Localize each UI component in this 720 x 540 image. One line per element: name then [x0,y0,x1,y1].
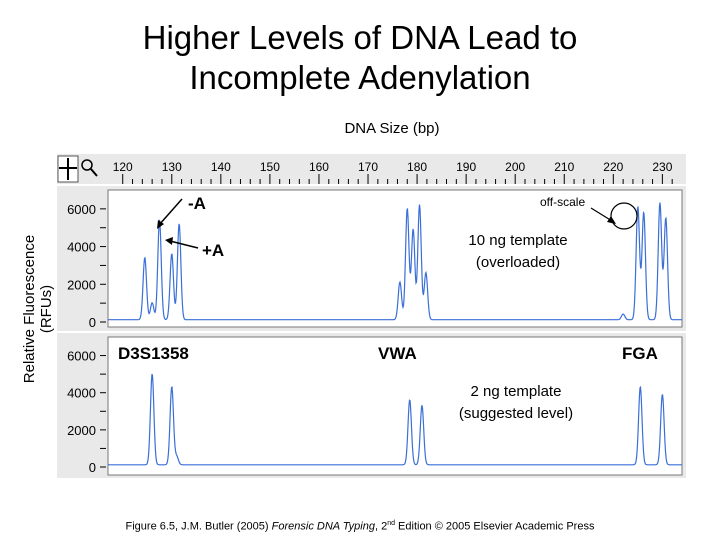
y-tick-label: 0 [89,315,96,330]
peak-point [144,256,146,258]
y-tick-label: 4000 [67,386,96,401]
panel-2-note-line-1: 2 ng template [471,383,562,400]
peak-point [622,313,624,315]
title-line-2: Incomplete Adenylation [189,59,531,96]
figure-caption: Figure 6.5, J.M. Butler (2005) Forensic … [0,520,720,533]
caption-prefix: Figure 6.5, J.M. Butler (2005) [125,520,272,533]
x-tick-label: 200 [505,160,525,174]
y-axis-ticks-panel-1: 0 2000 4000 6000 [67,202,106,330]
y-axis-ticks-panel-2: 0 2000 4000 6000 [67,349,106,475]
x-tick-label: 210 [554,160,574,174]
off-scale-arrow [590,207,613,222]
trace-panel-2 [108,373,682,466]
peak-point [151,373,153,375]
x-tick-label: 150 [260,160,280,174]
peak-point [418,204,420,206]
caption-mid: , 2 [374,520,388,533]
peak-point [661,393,663,395]
peak-point [643,211,645,213]
off-scale-label: off-scale [540,195,585,209]
peak-point [659,202,661,204]
plus-a-arrowhead [165,237,173,245]
x-axis-ticks: 120 130 140 150 160 170 180 190 200 210 220 230 [113,160,673,184]
plot-area-1 [107,189,683,328]
y-tick-label: 0 [89,460,96,475]
chart-title: Higher Levels of DNA Lead to Incomplete … [0,18,720,98]
x-tick-label: 120 [113,160,133,174]
peak-point [399,281,401,283]
peak-point [421,404,423,406]
marker-label-d3s1358: D3S1358 [118,344,189,363]
peak-point [151,302,153,304]
x-tick-label: 170 [358,160,378,174]
marker-label-vwa: VWA [378,344,417,363]
plus-a-arrow [169,240,199,249]
title-line-1: Higher Levels of DNA Lead to [142,19,578,56]
peak-point [412,228,414,230]
caption-book-title: Forensic DNA Typing [271,520,375,533]
marker-label-fga: FGA [622,344,658,363]
y-tick-label: 6000 [67,349,96,364]
peak-point [178,222,180,224]
panel-2-note-line-2: (suggested level) [459,405,573,422]
x-tick-label: 160 [309,160,329,174]
peak-point [171,386,173,388]
peak-point [406,207,408,209]
y-tick-label: 6000 [67,202,96,217]
minus-a-arrowhead [157,220,164,229]
x-tick-label: 230 [652,160,672,174]
peak-point [425,271,427,273]
plus-a-label: +A [202,241,224,260]
x-tick-label: 180 [407,160,427,174]
off-scale-circle [610,202,638,230]
x-tick-label: 130 [162,160,182,174]
crosshair-icon[interactable] [57,155,79,183]
x-tick-label: 140 [211,160,231,174]
trace-panel-1 [108,202,682,321]
panel-1-note-line-2: (overloaded) [476,254,560,271]
minus-a-label: -A [188,194,206,213]
plot-area-2 [107,336,683,476]
magnifier-icon[interactable] [81,159,98,177]
peak-point [665,217,667,219]
x-axis-label: DNA Size (bp) [344,120,440,137]
minus-a-arrow [158,198,183,226]
peak-point [175,455,177,457]
x-tick-label: 190 [456,160,476,174]
peak-point [409,399,411,401]
x-tick-label: 220 [603,160,623,174]
caption-sup: nd [387,520,395,527]
caption-suffix: Edition © 2005 Elsevier Academic Press [394,520,595,533]
peak-point [171,253,173,255]
peak-point [639,386,641,388]
y-tick-label: 2000 [67,277,96,292]
y-tick-label: 4000 [67,240,96,255]
peak-point [637,205,639,207]
y-tick-label: 2000 [67,423,96,438]
panel-1-note-line-1: 10 ng template [468,232,567,249]
